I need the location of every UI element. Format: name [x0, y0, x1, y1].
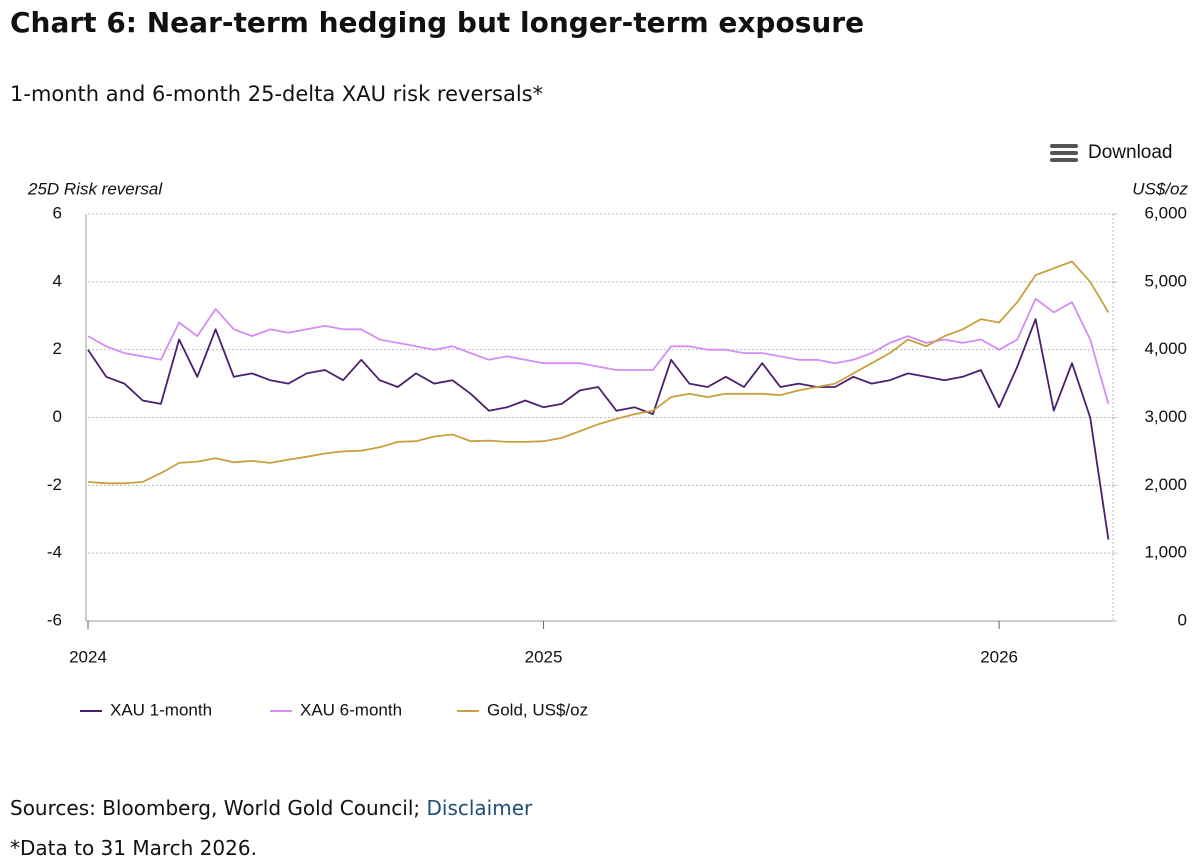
y2-tick-label: 4,000: [1144, 339, 1187, 358]
y2-axis-title: US$/oz: [1132, 179, 1188, 198]
y2-tick-label: 0: [1178, 610, 1187, 629]
y-tick-label: -4: [47, 543, 62, 562]
y-tick-label: 2: [53, 339, 62, 358]
x-tick-label: 2026: [980, 647, 1018, 666]
y-tick-label: -2: [47, 475, 62, 494]
sources-text: Sources: Bloomberg, World Gold Council;: [10, 796, 421, 820]
x-tick-label: 2024: [69, 647, 107, 666]
series-line: [87, 260, 1110, 485]
y2-tick-label: 6,000: [1144, 203, 1187, 222]
series-line: [87, 297, 1110, 405]
y-axis-title: 25D Risk reversal: [27, 179, 163, 198]
download-button[interactable]: Download: [1050, 142, 1173, 164]
legend-label: XAU 6-month: [300, 700, 402, 719]
y2-tick-label: 3,000: [1144, 407, 1187, 426]
chart-subtitle: 1-month and 6-month 25-delta XAU risk re…: [10, 82, 544, 106]
chart: 25D Risk reversal US$/oz -6 -4 -2 0 2 4 6 0 1,000 2…: [27, 179, 1188, 719]
y-tick-label: 6: [53, 203, 62, 222]
legend-label: XAU 1-month: [110, 700, 212, 719]
chart-title: Chart 6: Near-term hedging but longer-te…: [10, 6, 865, 39]
menu-icon: [1050, 144, 1078, 162]
y2-tick-label: 1,000: [1144, 543, 1187, 562]
footnote: *Data to 31 March 2026.: [10, 836, 257, 860]
sources: Sources: Bloomberg, World Gold Council; …: [10, 796, 532, 820]
y-tick-label: 0: [53, 407, 62, 426]
y-tick-label: -6: [47, 610, 62, 629]
y-tick-label: 4: [53, 271, 62, 290]
disclaimer-link[interactable]: Disclaimer: [426, 796, 533, 820]
x-tick-label: 2025: [525, 647, 563, 666]
y2-tick-label: 2,000: [1144, 475, 1187, 494]
download-label: Download: [1088, 142, 1173, 163]
legend-label: Gold, US$/oz: [487, 700, 588, 719]
y2-tick-label: 5,000: [1144, 271, 1187, 290]
series-line: [87, 318, 1110, 540]
